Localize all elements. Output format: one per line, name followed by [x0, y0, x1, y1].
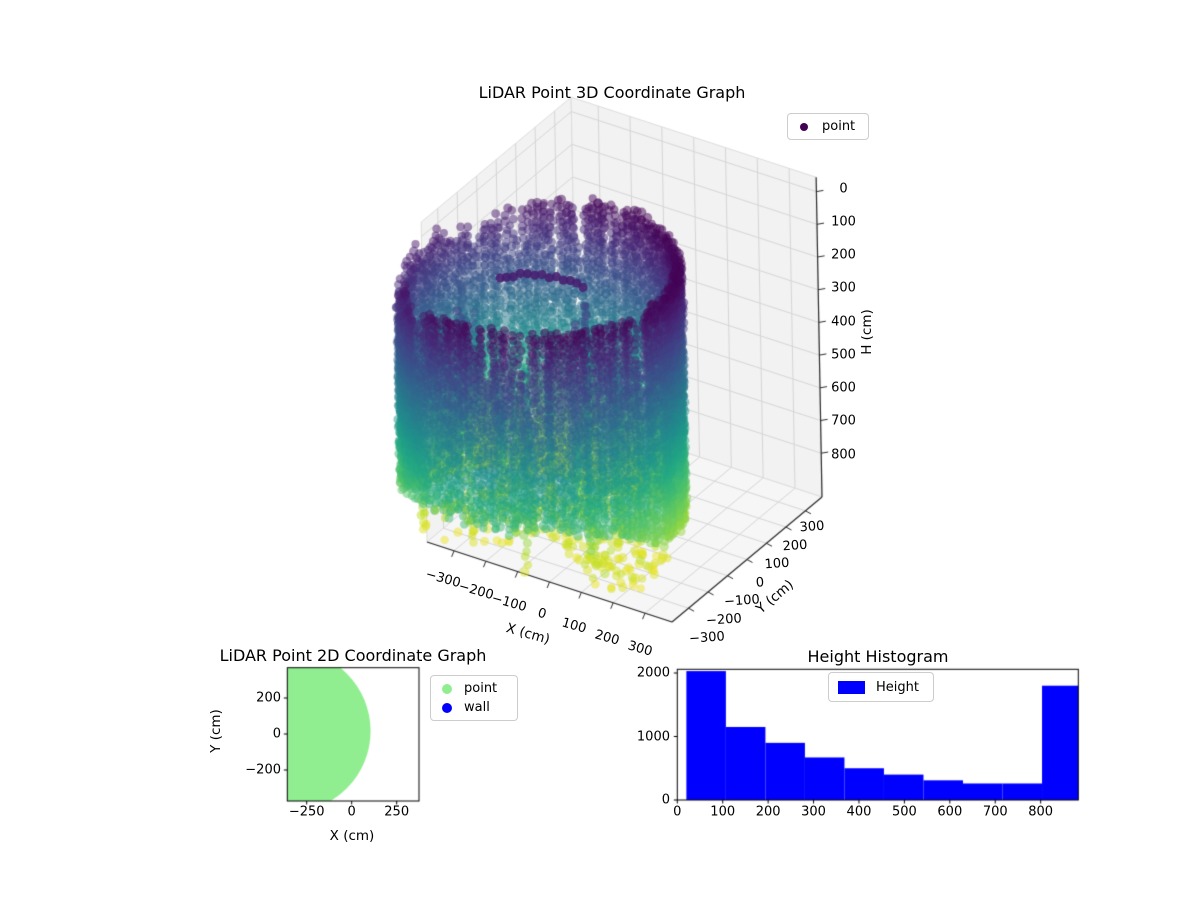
legend-item-point: point [442, 679, 506, 698]
tick-label: 200 [831, 247, 856, 263]
plot3d-legend: point [787, 113, 869, 140]
tick-label: 0 [272, 726, 281, 742]
tick-label: 600 [937, 804, 963, 820]
tick-label: 600 [831, 380, 856, 396]
legend-label: point [464, 681, 498, 696]
legend-label: Height [876, 679, 919, 695]
tick-label: 200 [781, 537, 808, 554]
plot2d-legend: point wall [430, 675, 518, 721]
tick-label: −200 [705, 611, 743, 629]
tick-label: −300 [688, 629, 726, 648]
tick-label: 300 [831, 280, 856, 296]
histogram-legend: Height [828, 672, 934, 702]
plot2d-yaxis-label: Y (cm) [208, 709, 224, 753]
tick-label: 0 [661, 792, 670, 808]
tick-label: −250 [288, 804, 325, 819]
legend-label: wall [464, 700, 490, 715]
plot2d-xaxis-label: X (cm) [329, 828, 375, 844]
height-marker-icon [838, 680, 865, 694]
tick-label: 250 [384, 804, 410, 819]
legend-label: point [822, 119, 856, 134]
tick-label: 700 [831, 413, 856, 429]
tick-label: 100 [710, 804, 736, 820]
histogram-title: Height Histogram [807, 647, 949, 666]
tick-label: 500 [891, 804, 917, 820]
plot3d-title: LiDAR Point 3D Coordinate Graph [478, 83, 746, 102]
tick-label: 100 [831, 214, 856, 230]
plot3d-zaxis-label: H (cm) [859, 309, 875, 355]
tick-label: 800 [831, 447, 856, 463]
tick-label: 100 [764, 555, 791, 573]
tick-label: 1000 [636, 729, 670, 744]
tick-label: 200 [256, 690, 281, 706]
tick-label: 700 [982, 804, 1008, 820]
tick-label: 400 [831, 314, 856, 330]
tick-label: −200 [245, 762, 281, 778]
tick-label: 0 [754, 574, 765, 591]
tick-label: 800 [1028, 804, 1054, 820]
tick-label: 200 [755, 804, 781, 820]
tick-label: 0 [347, 804, 356, 819]
tick-label: 0 [839, 181, 848, 197]
tick-label: 2000 [636, 665, 670, 681]
point-marker-icon [442, 683, 452, 694]
tick-label: 500 [831, 347, 856, 363]
tick-label: 300 [801, 804, 826, 820]
legend-item-wall: wall [442, 698, 506, 717]
legend-item-height: Height [838, 680, 924, 695]
tick-label: −100 [723, 592, 761, 610]
plot2d-title: LiDAR Point 2D Coordinate Graph [219, 646, 487, 665]
tick-label: 400 [846, 804, 872, 820]
legend-item-point: point [800, 119, 856, 134]
wall-marker-icon [442, 702, 452, 713]
tick-label: 300 [799, 518, 826, 536]
point-marker-icon [800, 122, 808, 131]
tick-label: 0 [673, 804, 682, 820]
